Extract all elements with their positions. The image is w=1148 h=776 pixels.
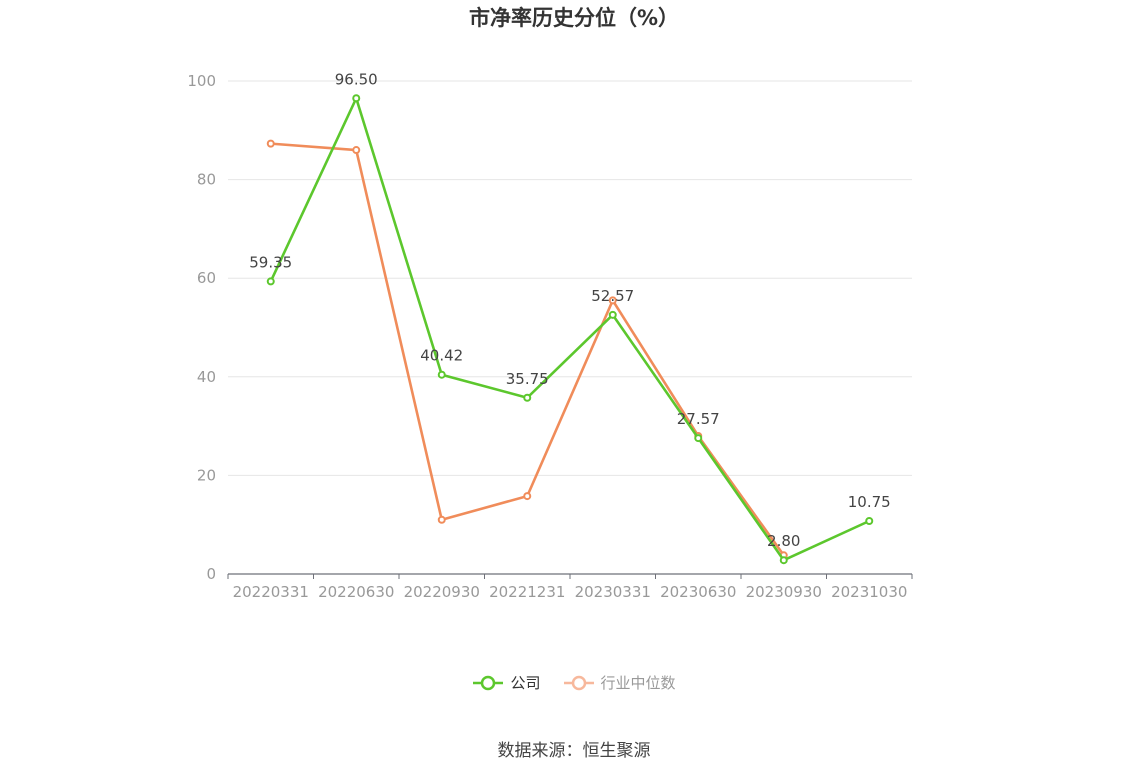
legend-company-label: 公司	[510, 674, 541, 692]
data-point-company	[437, 370, 446, 379]
legend-item-industry[interactable]: 行业中位数	[563, 672, 676, 693]
data-label: 59.35	[249, 253, 292, 271]
legend-industry-swatch-icon	[563, 675, 594, 690]
data-label: 96.50	[335, 70, 378, 88]
x-tick-label: 20230331	[575, 583, 651, 601]
y-tick-label: 80	[197, 171, 216, 189]
y-tick-label: 60	[197, 269, 216, 287]
data-point-industry	[352, 146, 361, 155]
x-tick-label: 20220930	[404, 583, 480, 601]
x-tick-label: 20230930	[746, 583, 822, 601]
legend-item-company[interactable]: 公司	[472, 672, 541, 693]
series-layer	[266, 94, 874, 565]
data-point-industry	[523, 492, 532, 501]
data-label: 52.57	[591, 287, 634, 305]
y-tick-label: 20	[197, 466, 216, 484]
data-source: 数据来源：恒生聚源	[497, 741, 651, 761]
data-point-company	[694, 434, 703, 443]
data-point-industry	[266, 139, 275, 148]
series-line-company	[269, 96, 870, 562]
data-point-industry	[437, 515, 446, 524]
x-tick-label: 20230630	[660, 583, 736, 601]
x-tick-label: 20220630	[318, 583, 394, 601]
data-point-company	[352, 94, 361, 103]
x-tick-label: 20231030	[831, 583, 907, 601]
data-point-company	[779, 556, 788, 565]
chart-title: 市净率历史分位（%）	[468, 6, 680, 30]
y-tick-label: 0	[206, 565, 216, 583]
x-tick-label: 20220331	[233, 583, 309, 601]
data-label: 40.42	[420, 347, 463, 365]
legend: 公司 行业中位数	[0, 672, 1148, 693]
legend-industry-label: 行业中位数	[600, 674, 676, 692]
data-label: 10.75	[848, 493, 891, 511]
data-point-company	[266, 277, 275, 286]
y-tick-label: 40	[197, 368, 216, 386]
data-point-company	[608, 310, 617, 319]
x-tick-label: 20221231	[489, 583, 565, 601]
legend-company-swatch-icon	[473, 675, 504, 690]
data-point-company	[523, 393, 532, 402]
grid-layer	[228, 80, 912, 476]
data-label: 2.80	[767, 532, 800, 550]
data-point-industry	[608, 296, 617, 305]
label-layer: 59.35 96.50 40.42 35.75 52.57 27.57 2.80 10.75	[249, 70, 890, 550]
axis-layer: 0 20 40 60 80 100 20220331 20220630 20220930 2022…	[187, 72, 913, 601]
y-tick-label: 100	[187, 72, 216, 90]
data-label: 27.57	[677, 410, 720, 428]
data-label: 35.75	[506, 370, 549, 388]
data-point-company	[865, 517, 874, 526]
